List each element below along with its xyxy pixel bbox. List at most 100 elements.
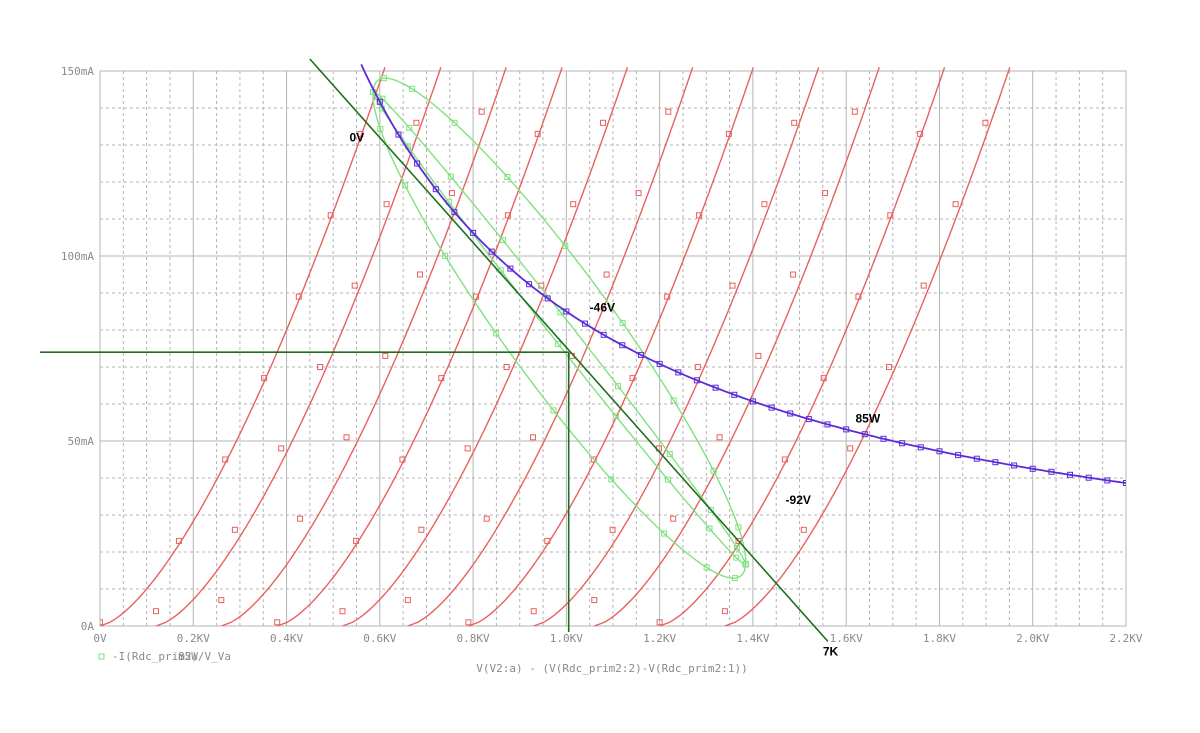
power-curve-marker [880, 435, 887, 442]
power-curve-marker [749, 398, 756, 405]
x-tick-label: 2.2KV [1109, 632, 1142, 645]
x-tick-label: 0.2KV [177, 632, 210, 645]
curves [100, 64, 1126, 626]
power-curve-85w [360, 64, 1126, 484]
plate-curve-marker [725, 130, 732, 137]
load-ellipse-marker [562, 242, 569, 249]
load-ellipse-marker [550, 407, 557, 414]
x-tick-label: 1.8KV [923, 632, 956, 645]
plate-curve-marker [590, 456, 597, 463]
plate-curve-marker [629, 375, 636, 382]
plate-curve [276, 67, 563, 626]
plate-curve-marker [231, 526, 238, 533]
load-ellipse-marker [555, 341, 562, 347]
y-tick-label: 100mA [61, 250, 94, 263]
load-ellipse-marker [557, 309, 564, 316]
x-tick-label: 1.0KV [550, 632, 583, 645]
power-curve-marker [1067, 471, 1073, 478]
power-curve-marker [973, 455, 980, 462]
plate-curve [533, 67, 820, 626]
plate-curve [659, 67, 946, 626]
plate-curve [594, 67, 880, 626]
x-tick-label: 0.4KV [270, 632, 303, 645]
curve-annotation: 7K [823, 645, 839, 659]
plate-curve-marker [791, 119, 798, 126]
plate-curve-marker [917, 130, 924, 137]
load-ellipse-marker [451, 119, 458, 126]
plate-curve-marker [438, 375, 445, 382]
load-ellipse-marker [381, 75, 387, 82]
plate-curve-marker [218, 597, 225, 604]
load-ellipse-marker [442, 252, 449, 259]
plate-curve-marker [800, 526, 807, 533]
x-tick-label: 0V [93, 632, 107, 645]
plate-curve-marker [339, 608, 346, 615]
plate-curve-marker [729, 282, 736, 289]
load-ellipse-marker [706, 525, 713, 532]
load-ellipse-marker [608, 476, 615, 483]
plate-curve-marker [851, 108, 858, 115]
power-curve-marker [675, 369, 682, 376]
plate-curve-marker [261, 375, 268, 382]
plate-curve-marker [635, 190, 642, 197]
plate-curve [100, 67, 386, 626]
power-curve-marker [899, 440, 906, 447]
load-ellipse-marker [707, 506, 714, 513]
plate-curve-marker [473, 293, 479, 300]
power-curve-marker [432, 186, 439, 193]
plate-curve-marker [353, 537, 360, 544]
power-curve-marker [582, 320, 588, 327]
plate-curve-marker [600, 119, 606, 126]
load-ellipse-marker [742, 561, 749, 568]
power-curve-marker [1011, 462, 1018, 469]
plate-curve-marker [952, 201, 959, 208]
plate-curve-marker [721, 608, 728, 615]
plate-curve-marker [417, 271, 423, 278]
power-curve-marker [451, 209, 458, 216]
plate-curve-marker [357, 130, 364, 137]
power-curve-marker [824, 421, 831, 428]
plate-curve-marker [383, 201, 390, 208]
plate-curve-marker [694, 364, 701, 370]
plot-series [40, 58, 1126, 642]
plate-curve-marker [175, 537, 182, 544]
x-tick-label: 0.6KV [363, 632, 396, 645]
power-curve-marker [526, 281, 533, 288]
load-ellipse-marker [703, 564, 710, 571]
power-curve-marker [638, 351, 644, 358]
load-ellipse-marker [499, 237, 506, 244]
power-curve-marker [656, 360, 663, 367]
plate-curve-marker [404, 597, 411, 604]
load-line-7k [309, 58, 829, 642]
plate-curve-marker [327, 212, 334, 219]
plate-curve-marker [343, 434, 350, 441]
y-tick-label: 50mA [68, 435, 95, 448]
plate-curve-marker [222, 456, 229, 463]
power-curve-marker [414, 160, 421, 167]
plate-curve-marker [503, 364, 510, 370]
x-tick-label: 1.2KV [643, 632, 676, 645]
plate-curve-marker [483, 515, 490, 522]
load-ellipse-loop [372, 77, 747, 579]
plate-curve-marker [413, 119, 420, 126]
plate-curve-marker [822, 190, 828, 197]
y-tick-label: 150mA [61, 65, 94, 78]
load-ellipse-marker [615, 383, 621, 390]
power-curve-marker [861, 431, 868, 438]
power-curve-marker [1085, 474, 1092, 481]
load-ellipse-marker [710, 467, 717, 474]
legend-entry-power: 85W/V_Va [178, 650, 231, 663]
plate-curve [724, 67, 1011, 626]
plate-curve-marker [382, 352, 389, 359]
plate-curve-marker [790, 271, 797, 278]
load-ellipse-marker [447, 173, 454, 180]
y-tick-label: 0A [81, 620, 95, 633]
power-curve-marker [712, 384, 719, 391]
load-ellipse-loop [372, 90, 747, 566]
power-curve-marker [955, 452, 962, 459]
power-curve-marker [936, 448, 943, 455]
plate-curve-marker [448, 190, 455, 197]
power-curve-marker [488, 248, 495, 255]
plate-curve-marker [696, 212, 703, 219]
